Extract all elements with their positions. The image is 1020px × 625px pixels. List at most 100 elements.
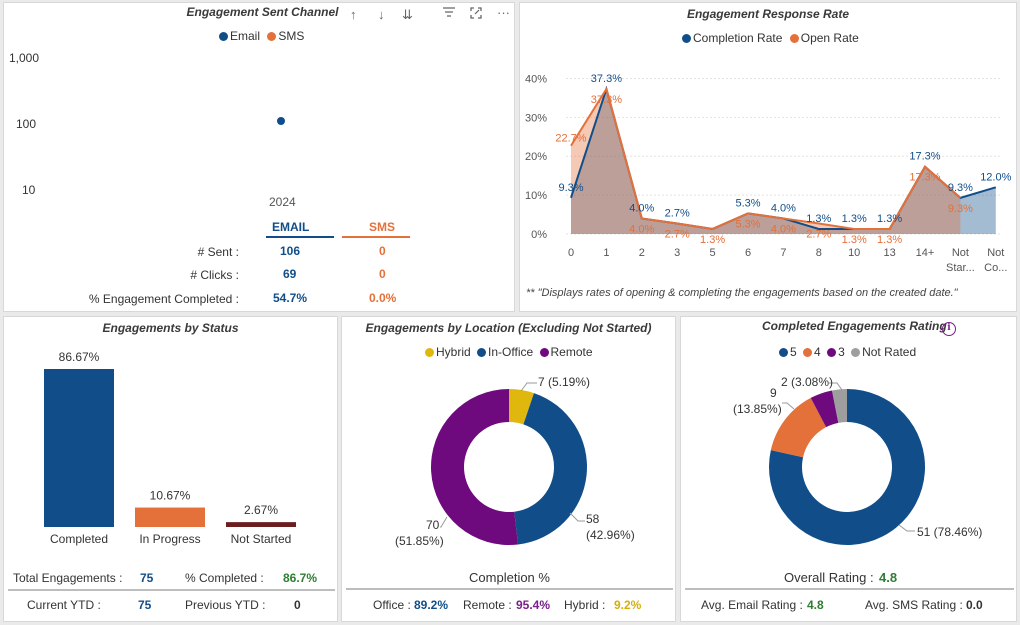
rating-donut-chart <box>769 382 925 545</box>
rating-legend: 5 4 3 Not Rated <box>779 345 916 359</box>
status-bar[interactable] <box>135 507 205 527</box>
rating-5-slice[interactable] <box>769 389 925 545</box>
remote-slice[interactable] <box>431 389 519 545</box>
not-rated-slice[interactable] <box>832 389 847 423</box>
not-rated-legend-dot <box>851 348 861 357</box>
filter-icon[interactable] <box>442 6 456 23</box>
remote-completion-value: 95.4% <box>516 598 551 612</box>
status-title: Engagements by Status <box>102 321 239 335</box>
pct-completed-value: 86.7% <box>283 571 318 585</box>
completion-rate-data-label: 9.3% <box>948 182 973 194</box>
current-ytd-label: Current YTD : <box>27 598 101 612</box>
completion-rate-legend-label: Completion Rate <box>693 31 783 45</box>
completion-rate-data-label: 9.3% <box>558 182 583 194</box>
rating-divider <box>685 588 1014 590</box>
engagement-sent-channel-panel: Engagement Sent Channel ↑ ↓ ⇊ ··· Email … <box>3 2 515 312</box>
completion-rate-data-label: 2.7% <box>665 208 690 220</box>
expand-all-down-icon[interactable]: ⇊ <box>402 7 413 22</box>
office-completion-label: Office : <box>373 598 411 612</box>
open-rate-data-label: 4.0% <box>771 223 796 235</box>
y-tick-label: 20% <box>525 151 547 163</box>
completion-rate-data-label: 4.0% <box>629 202 654 214</box>
response-rate-legend: Completion Rate Open Rate <box>682 31 859 45</box>
open-rate-line <box>570 86 962 230</box>
more-options-icon[interactable]: ··· <box>497 5 510 20</box>
rating-info-icon[interactable]: i <box>942 322 956 336</box>
y-tick-1000: 1,000 <box>9 51 40 65</box>
email-legend-dot <box>219 32 228 41</box>
sent-channel-title: Engagement Sent Channel <box>186 5 339 19</box>
inoffice-slice[interactable] <box>514 393 587 545</box>
previous-ytd-value: 0 <box>294 598 301 612</box>
sent-sms-value: 0 <box>379 244 386 258</box>
remote-legend-dot <box>539 348 549 357</box>
inoffice-legend-dot <box>477 348 487 357</box>
location-title: Engagements by Location (Excluding Not S… <box>365 321 652 335</box>
remote-completion-label: Remote : <box>463 598 512 612</box>
status-bar-value-label: 86.67% <box>59 350 100 364</box>
location-donut-chart <box>431 382 587 545</box>
remote-leader-line <box>440 516 448 528</box>
completion-rate-data-label: 5.3% <box>735 197 760 209</box>
x-tick-label: Co... <box>984 262 1007 273</box>
office-completion-value: 89.2% <box>414 598 449 612</box>
x-tick-label: 14+ <box>916 247 935 259</box>
open-rate-data-label: 9.3% <box>948 203 973 215</box>
remote-slice-pct: (51.85%) <box>395 534 444 548</box>
rating-4-slice-pct: (13.85%) <box>733 402 782 416</box>
hybrid-slice-label: 7 (5.19%) <box>538 375 591 389</box>
avg-sms-rating-value: 0.0 <box>966 598 983 612</box>
sort-ascending-icon[interactable]: ↑ <box>350 7 357 22</box>
rating-5-legend-label: 5 <box>790 345 797 359</box>
email-data-point[interactable] <box>277 117 285 125</box>
not-rated-slice-label: 2 (3.08%) <box>781 375 834 389</box>
rating-5-slice-label: 51 (78.46%) <box>917 525 983 539</box>
completion-rate-data-label: 37.3% <box>591 73 622 85</box>
open-rate-data-label: 4.0% <box>629 223 654 235</box>
sent-channel-legend: Email SMS <box>219 29 304 43</box>
x-tick-year: 2024 <box>269 195 296 209</box>
x-tick-label: 1 <box>603 247 609 259</box>
rating-title: Completed Engagements Rating <box>762 319 947 333</box>
open-rate-data-label: 2.7% <box>665 229 690 241</box>
y-tick-label: 40% <box>525 73 547 85</box>
completed-engagements-rating-panel: Completed Engagements Rating i 5 4 3 Not… <box>680 316 1017 622</box>
total-engagements-label: Total Engagements : <box>13 571 123 585</box>
status-bar[interactable] <box>226 522 296 527</box>
open-rate-data-label: 2.7% <box>806 229 831 241</box>
avg-email-rating-value: 4.8 <box>807 598 824 612</box>
status-bar-value-label: 2.67% <box>244 503 278 517</box>
x-tick-label: 10 <box>848 247 860 259</box>
not-rated-legend-label: Not Rated <box>862 345 917 359</box>
completion-rate-area <box>571 88 996 234</box>
completed-email-value: 54.7% <box>273 291 308 305</box>
completion-rate-data-label: 4.0% <box>771 202 796 214</box>
hybrid-slice[interactable] <box>509 389 534 425</box>
focus-mode-icon[interactable] <box>469 6 483 23</box>
clicks-email-value: 69 <box>283 267 297 281</box>
engagements-by-location-panel: Engagements by Location (Excluding Not S… <box>341 316 676 622</box>
rating-4-slice[interactable] <box>770 397 827 458</box>
overall-rating-value: 4.8 <box>879 570 898 585</box>
completion-rate-legend-dot <box>682 34 691 43</box>
open-rate-data-label: 5.3% <box>735 218 760 230</box>
hybrid-legend-label: Hybrid <box>436 345 471 359</box>
inoffice-leader-line <box>569 512 585 522</box>
rating-3-legend-label: 3 <box>838 345 845 359</box>
email-header-underline <box>266 236 334 238</box>
open-rate-data-label: 1.3% <box>877 234 902 246</box>
hybrid-leader-line <box>520 382 537 392</box>
sort-descending-icon[interactable]: ↓ <box>378 7 385 22</box>
response-rate-title: Engagement Response Rate <box>686 7 850 21</box>
status-bar[interactable] <box>44 369 114 527</box>
x-tick-label: 13 <box>883 247 895 259</box>
sms-legend-dot <box>267 32 277 41</box>
rating-5-leader-line <box>898 524 915 532</box>
x-tick-label: 6 <box>745 247 751 259</box>
y-tick-label: 10% <box>525 190 547 202</box>
status-divider <box>8 589 335 591</box>
rating-3-slice[interactable] <box>810 390 839 428</box>
open-rate-data-label: 1.3% <box>842 234 867 246</box>
open-rate-data-label: 22.7% <box>555 133 586 145</box>
location-legend: Hybrid In-Office Remote <box>425 345 593 359</box>
